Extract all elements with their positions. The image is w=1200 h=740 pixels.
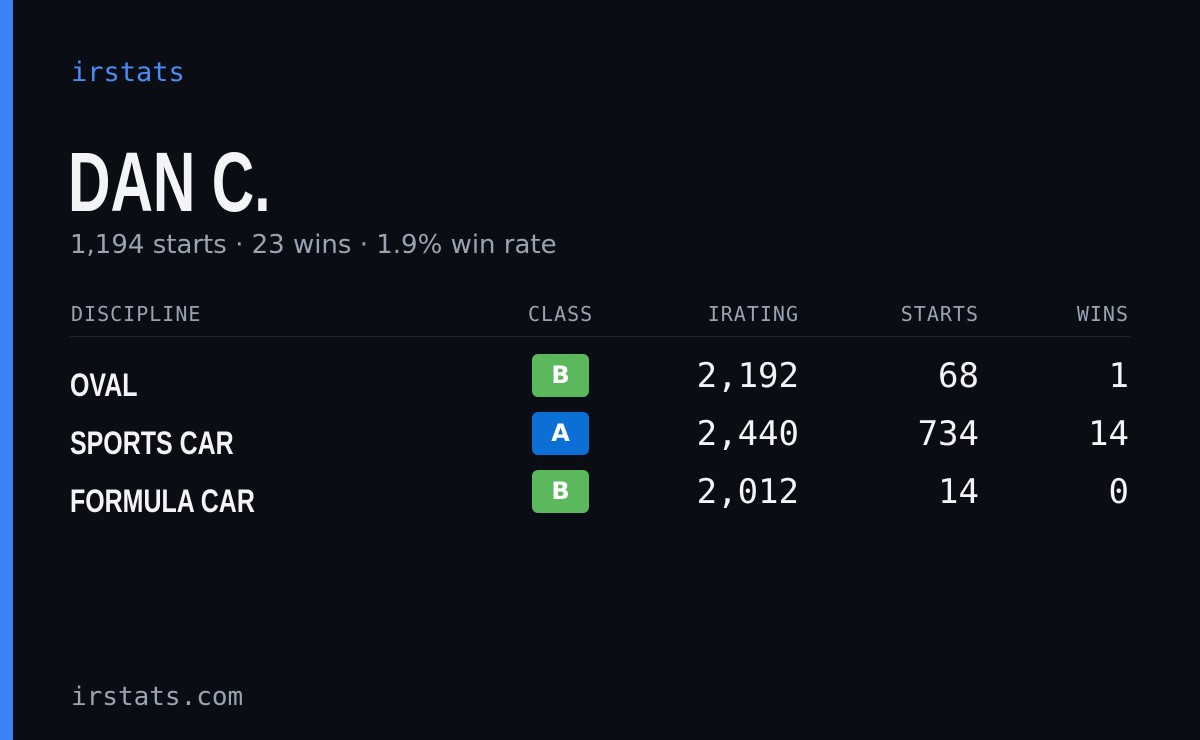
irating-value: 2,192 bbox=[696, 356, 799, 396]
starts-value: 734 bbox=[917, 414, 979, 454]
wins-value: 0 bbox=[1108, 472, 1129, 512]
accent-bar bbox=[0, 0, 13, 740]
discipline-label: FORMULA CAR bbox=[70, 483, 255, 519]
header-divider bbox=[70, 336, 1130, 337]
class-badge: B bbox=[532, 470, 589, 513]
irating-value: 2,012 bbox=[696, 472, 799, 512]
brand-logo: irstats bbox=[71, 57, 185, 88]
driver-name: DAN C. bbox=[68, 135, 271, 229]
irating-value: 2,440 bbox=[696, 414, 799, 454]
discipline-label: OVAL bbox=[70, 367, 138, 403]
wins-value: 14 bbox=[1088, 414, 1129, 454]
column-header-class: CLASS bbox=[528, 302, 594, 326]
table-row-formula-car: FORMULA CAR B 2,012 14 0 bbox=[0, 470, 1200, 528]
starts-value: 14 bbox=[938, 472, 979, 512]
column-header-wins: WINS bbox=[1076, 302, 1129, 326]
discipline-label: SPORTS CAR bbox=[70, 425, 234, 461]
column-header-starts: STARTS bbox=[900, 302, 979, 326]
driver-summary: 1,194 starts · 23 wins · 1.9% win rate bbox=[70, 230, 557, 260]
class-badge: B bbox=[532, 354, 589, 397]
column-header-discipline: DISCIPLINE bbox=[71, 302, 202, 326]
column-header-irating: IRATING bbox=[707, 302, 799, 326]
starts-value: 68 bbox=[938, 356, 979, 396]
wins-value: 1 bbox=[1108, 356, 1129, 396]
class-badge: A bbox=[532, 412, 589, 455]
footer-url: irstats.com bbox=[71, 682, 244, 712]
table-row-sports-car: SPORTS CAR A 2,440 734 14 bbox=[0, 412, 1200, 470]
table-row-oval: OVAL B 2,192 68 1 bbox=[0, 354, 1200, 412]
